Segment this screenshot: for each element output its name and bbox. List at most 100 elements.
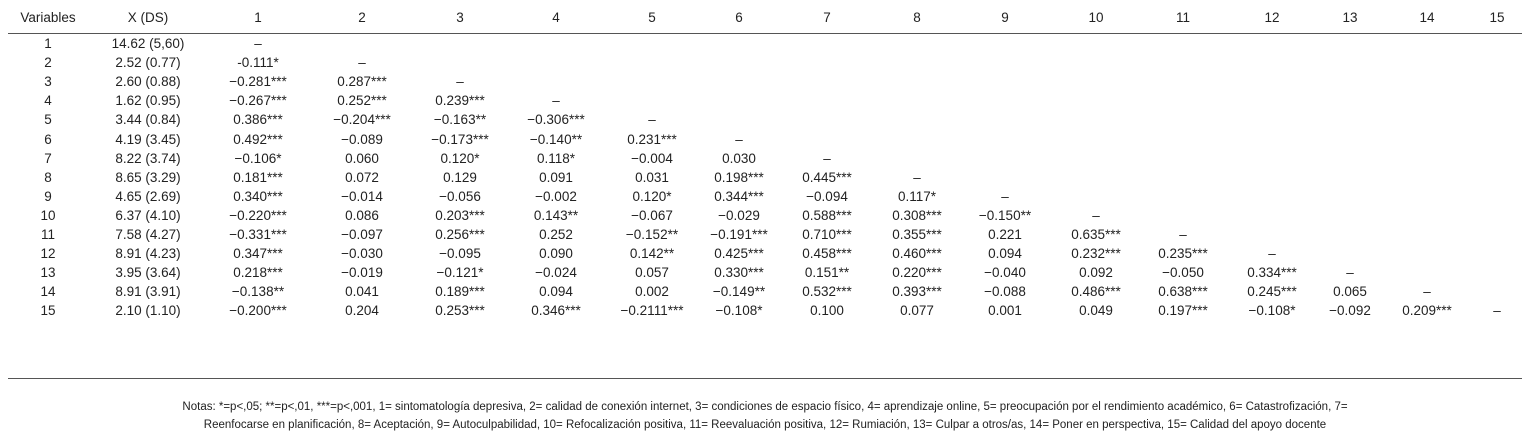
correlation-cell: 0.393*** xyxy=(892,284,942,300)
correlation-cell: – xyxy=(913,169,921,185)
correlation-cell: – xyxy=(823,150,831,166)
correlation-cell: −0.267*** xyxy=(229,93,287,109)
correlation-cell: 0.588*** xyxy=(802,207,852,223)
mean-cell: 8.22 (3.74) xyxy=(115,150,181,166)
bottom-rule xyxy=(8,378,1522,379)
correlation-cell: 0.142** xyxy=(629,246,675,262)
correlation-cell: −0.108* xyxy=(715,303,763,319)
table-note: Notas: *=p<,05; **=p<,01, ***=p<,001, 1=… xyxy=(182,401,1348,431)
column-header: 9 xyxy=(1001,10,1009,25)
correlation-cell: −0.004 xyxy=(631,150,673,166)
row-label: 2 xyxy=(44,55,52,71)
column-header: 10 xyxy=(1088,10,1104,25)
correlation-cell: 0.204 xyxy=(345,303,379,319)
row-label: 4 xyxy=(44,93,52,109)
correlation-cell: −0.106* xyxy=(234,150,282,166)
correlation-cell: 0.346*** xyxy=(531,303,581,319)
correlation-cell: −0.152** xyxy=(625,227,679,242)
correlation-cell: 0.232*** xyxy=(1071,246,1121,262)
correlation-cell: 0.355*** xyxy=(892,227,942,242)
correlation-cell: – xyxy=(1268,246,1276,262)
correlation-cell: – xyxy=(456,74,464,90)
correlation-cell: 0.308*** xyxy=(892,207,942,223)
correlation-cell: 0.458*** xyxy=(802,246,852,262)
correlation-cell: −0.067 xyxy=(631,207,673,223)
correlation-cell: – xyxy=(1346,265,1354,281)
correlation-cell: 0.189*** xyxy=(435,284,485,300)
correlation-cell: −0.030 xyxy=(341,246,383,262)
correlation-cell: −0.040 xyxy=(984,265,1026,281)
column-header: 14 xyxy=(1419,10,1435,25)
correlation-cell: −0.024 xyxy=(535,265,577,281)
mean-cell: 7.58 (4.27) xyxy=(115,227,181,242)
column-header: 5 xyxy=(648,10,656,25)
mean-cell: 8.91 (4.23) xyxy=(115,246,181,262)
column-header: X (DS) xyxy=(127,10,169,25)
correlation-cell: 0.253*** xyxy=(435,303,485,319)
column-header: 13 xyxy=(1342,10,1358,25)
correlation-cell: – xyxy=(648,112,656,128)
correlation-cell: 0.181*** xyxy=(233,169,283,185)
correlation-cell: −0.281*** xyxy=(229,74,287,90)
correlation-cell: 0.638*** xyxy=(1158,284,1208,300)
row-label: 14 xyxy=(40,284,56,300)
correlation-cell: 0.235*** xyxy=(1158,246,1208,262)
row-label: 3 xyxy=(44,74,52,90)
correlation-cell: 0.041 xyxy=(345,284,379,300)
correlation-cell: −0.097 xyxy=(341,227,383,242)
correlation-cell: 0.120* xyxy=(632,188,672,204)
column-header: 12 xyxy=(1264,10,1280,25)
row-label: 10 xyxy=(40,207,56,223)
mean-cell: 1.62 (0.95) xyxy=(115,93,181,109)
correlation-cell: −0.089 xyxy=(341,131,383,147)
row-label: 12 xyxy=(40,246,56,262)
mean-cell: 4.65 (2.69) xyxy=(115,188,181,204)
column-header: 11 xyxy=(1175,10,1191,25)
correlation-cell: 0.057 xyxy=(635,265,669,281)
correlation-cell: 0.334*** xyxy=(1247,265,1297,281)
correlation-cell: 0.252 xyxy=(539,227,573,242)
correlation-cell: −0.191*** xyxy=(710,227,768,242)
column-header: 4 xyxy=(552,10,560,25)
correlation-cell: 0.065 xyxy=(1333,284,1367,300)
correlation-cell: – xyxy=(1493,303,1501,319)
row-label: 15 xyxy=(40,303,56,319)
correlation-cell: −0.092 xyxy=(1329,303,1371,319)
correlation-cell: −0.149** xyxy=(712,284,766,300)
correlation-cell: 0.492*** xyxy=(233,131,283,147)
correlation-cell: 0.117* xyxy=(897,188,937,204)
correlation-cell: −0.204*** xyxy=(333,112,391,128)
row-label: 7 xyxy=(44,150,52,166)
correlation-cell: 0.231*** xyxy=(627,131,677,147)
correlation-cell: 0.100 xyxy=(810,303,844,319)
correlation-cell: −0.019 xyxy=(341,265,383,281)
correlation-cell: 0.460*** xyxy=(892,246,942,262)
correlation-cell: 0.077 xyxy=(900,303,934,319)
mean-cell: 2.52 (0.77) xyxy=(115,55,181,71)
correlation-cell: – xyxy=(358,55,366,71)
correlation-cell: 0.203*** xyxy=(435,207,485,223)
correlation-cell: 0.001 xyxy=(988,303,1022,319)
correlation-cell: – xyxy=(254,36,262,51)
mean-cell: 6.37 (4.10) xyxy=(115,207,181,223)
correlation-cell: 0.090 xyxy=(539,246,573,262)
correlation-cell: 0.344*** xyxy=(714,188,764,204)
row-label: 1 xyxy=(44,36,52,51)
mean-cell: 4.19 (3.45) xyxy=(115,131,181,147)
correlation-cell: −0.140** xyxy=(529,131,583,147)
correlation-cell: −0.088 xyxy=(984,284,1026,300)
correlation-cell: 0.221 xyxy=(988,227,1022,242)
mean-cell: 8.91 (3.91) xyxy=(115,284,181,300)
column-header: 1 xyxy=(254,10,262,25)
correlation-cell: 0.287*** xyxy=(337,74,387,90)
mean-cell: 3.95 (3.64) xyxy=(115,265,181,281)
column-header: 3 xyxy=(456,10,464,25)
correlation-cell: 0.710*** xyxy=(802,227,852,242)
correlation-cell: 0.330*** xyxy=(714,265,764,281)
correlation-cell: 0.197*** xyxy=(1158,303,1208,319)
row-label: 6 xyxy=(44,131,52,147)
correlation-cell: −0.095 xyxy=(439,246,481,262)
correlation-cell: – xyxy=(1092,207,1100,223)
correlation-cell: −0.331*** xyxy=(229,227,287,242)
